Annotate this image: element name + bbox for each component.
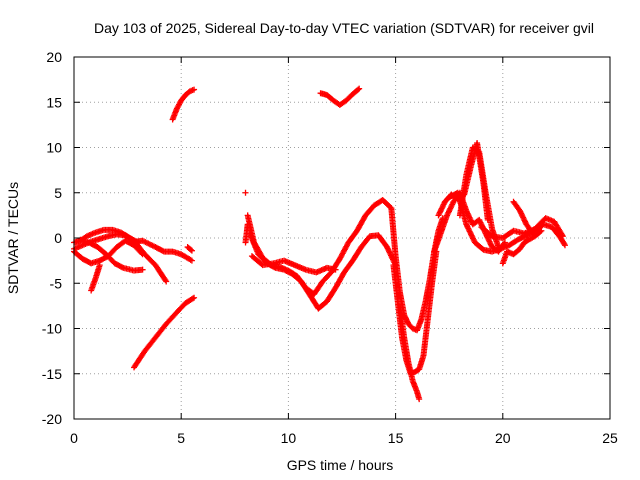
chart-title: Day 103 of 2025, Sidereal Day-to-day VTE… (94, 20, 594, 36)
series-11 (244, 196, 395, 298)
data-point (356, 85, 363, 92)
data-point (189, 295, 196, 302)
data-point (139, 251, 146, 258)
x-tick-label: 25 (602, 430, 618, 446)
y-tick-label: -20 (42, 411, 62, 427)
data-point (487, 232, 494, 239)
data-point (191, 294, 198, 301)
x-axis-label: GPS time / hours (287, 457, 394, 473)
series-8 (169, 86, 198, 123)
data-points (71, 85, 568, 403)
series-17 (396, 302, 423, 403)
y-tick-label: 20 (46, 49, 62, 65)
data-point (187, 246, 194, 253)
data-point (416, 396, 423, 403)
data-point (242, 189, 249, 196)
axis-ticks (73, 56, 611, 420)
y-tick-label: -15 (42, 366, 62, 382)
y-tick-label: 0 (54, 230, 62, 246)
data-point (188, 247, 195, 254)
data-point (355, 86, 362, 93)
x-tick-label: 15 (388, 430, 404, 446)
y-tick-label: 15 (46, 94, 62, 110)
series-14 (317, 85, 363, 108)
data-point (561, 241, 568, 248)
data-point (163, 278, 170, 285)
data-point (138, 250, 145, 257)
series-22 (478, 215, 566, 241)
series-3 (77, 236, 146, 274)
data-point (559, 233, 566, 240)
y-axis-label: SDTVAR / TECUs (5, 182, 21, 294)
data-point (96, 262, 103, 269)
series-23 (499, 227, 545, 267)
data-point (537, 228, 544, 235)
series-13 (248, 253, 339, 276)
data-point (139, 266, 146, 273)
x-tick-label: 10 (281, 430, 297, 446)
data-point (187, 256, 194, 263)
y-tick-label: 5 (54, 185, 62, 201)
y-tick-label: -10 (42, 321, 62, 337)
series-5 (126, 237, 195, 264)
data-point (561, 242, 568, 249)
series-4 (88, 262, 103, 294)
data-point (332, 266, 339, 273)
series-9 (242, 189, 249, 196)
series-12 (246, 230, 399, 312)
x-tick-label: 20 (495, 430, 511, 446)
data-point (559, 231, 566, 238)
y-tick-label: 10 (46, 140, 62, 156)
y-tick-label: -5 (50, 275, 63, 291)
data-point (528, 229, 535, 236)
x-tick-label: 5 (177, 430, 185, 446)
series-24 (510, 198, 536, 237)
x-tick-label: 0 (70, 430, 78, 446)
data-point (188, 257, 195, 264)
data-point (191, 86, 198, 93)
series-6 (184, 244, 195, 254)
data-point (162, 277, 169, 284)
series-7 (131, 294, 198, 371)
data-point (529, 230, 536, 237)
tick-labels: 0 5 10 15 20 25 -20 -15 -10 -5 0 5 10 15 20 (42, 49, 618, 446)
data-point (538, 227, 545, 234)
